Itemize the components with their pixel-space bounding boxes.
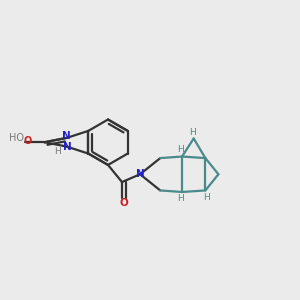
Text: HO: HO — [9, 133, 24, 143]
Text: H: H — [177, 145, 184, 154]
Text: H: H — [54, 147, 61, 156]
Text: H: H — [189, 128, 196, 137]
Text: H: H — [203, 193, 210, 202]
Text: N: N — [136, 169, 145, 179]
Text: N: N — [63, 142, 72, 152]
Text: N: N — [62, 131, 71, 141]
Text: H: H — [177, 194, 184, 203]
Text: O: O — [24, 136, 32, 146]
Text: O: O — [119, 198, 128, 208]
